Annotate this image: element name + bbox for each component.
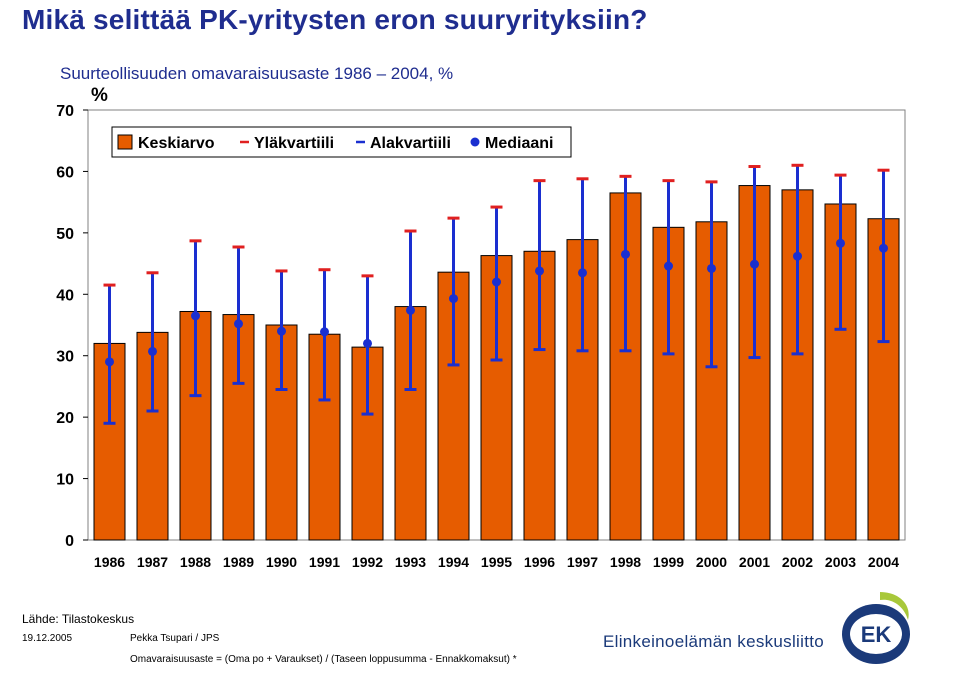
- ek-logo: EK: [842, 592, 910, 664]
- x-tick-label: 1990: [266, 554, 297, 570]
- x-tick-label: 1989: [223, 554, 254, 570]
- x-tick-label: 1986: [94, 554, 125, 570]
- formula-note: Omavaraisuusaste = (Oma po + Varaukset) …: [130, 654, 517, 665]
- median-point: [707, 263, 716, 273]
- median-point: [793, 251, 802, 261]
- y-axis-label: %: [91, 85, 108, 106]
- x-tick-label: 2002: [782, 554, 813, 570]
- median-point: [363, 338, 372, 348]
- legend-label: Keskiarvo: [138, 135, 215, 152]
- y-tick-label: 30: [56, 349, 74, 366]
- median-point: [492, 277, 501, 287]
- median-point: [578, 268, 587, 278]
- chart: 0 10 20 30 40 50 60 70% 1986 1987 1988 1989 1990 1991…: [56, 85, 906, 570]
- median-point: [664, 261, 673, 271]
- median-point: [406, 305, 415, 315]
- y-tick-label: 0: [65, 533, 74, 550]
- median-point: [836, 238, 845, 248]
- median-point: [191, 311, 200, 321]
- y-tick-label: 60: [56, 164, 74, 181]
- source-note: Lähde: Tilastokeskus: [22, 612, 135, 626]
- median-point: [320, 327, 329, 337]
- legend-box: [111, 126, 572, 158]
- median-point: [535, 266, 544, 276]
- x-tick-label: 2004: [868, 554, 899, 570]
- median-point: [234, 319, 243, 329]
- y-tick-label: 50: [56, 226, 74, 243]
- x-tick-label: 1996: [524, 554, 555, 570]
- x-tick-label: 2001: [739, 554, 770, 570]
- y-tick-label: 10: [56, 472, 74, 489]
- y-tick-label: 40: [56, 287, 74, 304]
- y-tick-label: 20: [56, 410, 74, 427]
- x-tick-label: 1999: [653, 554, 684, 570]
- x-tick-label: 1994: [438, 554, 469, 570]
- x-tick-label: 2000: [696, 554, 727, 570]
- x-tick-label: 2003: [825, 554, 856, 570]
- median-point: [879, 243, 888, 253]
- y-tick-label: 70: [56, 103, 74, 120]
- median-point: [105, 357, 114, 367]
- chart-subtitle: Suurteollisuuden omavaraisuusaste 1986 –…: [60, 64, 454, 83]
- x-tick-label: 1992: [352, 554, 383, 570]
- x-tick-label: 1993: [395, 554, 426, 570]
- median-point: [148, 346, 157, 356]
- x-tick-label: 1991: [309, 554, 340, 570]
- author-note: Pekka Tsupari / JPS: [130, 633, 220, 644]
- median-point: [621, 249, 630, 259]
- legend-label: Yläkvartiili: [254, 135, 334, 152]
- legend-label: Alakvartiili: [370, 135, 451, 152]
- x-tick-label: 1997: [567, 554, 598, 570]
- date-note: 19.12.2005: [22, 633, 73, 644]
- logo-inner: [850, 614, 902, 654]
- x-tick-label: 1988: [180, 554, 211, 570]
- median-point: [449, 294, 458, 304]
- x-tick-label: 1998: [610, 554, 641, 570]
- legend-label: Mediaani: [485, 135, 553, 152]
- page-title: Mikä selittää PK-yritysten eron suuryrit…: [22, 4, 648, 35]
- median-point: [277, 326, 286, 336]
- plot-area: 0 10 20 30 40 50 60 70% 1986 1987 1988 1989 1990 1991…: [56, 85, 906, 570]
- x-tick-label: 1995: [481, 554, 512, 570]
- median-point: [750, 259, 759, 269]
- x-tick-label: 1987: [137, 554, 168, 570]
- legend-swatch-mediaani: [470, 137, 480, 147]
- logo-text: EK: [861, 622, 892, 647]
- organization-name: Elinkeinoelämän keskusliitto: [603, 632, 825, 651]
- legend-swatch-keskiarvo: [117, 134, 133, 150]
- logo-accent-swoosh: [880, 592, 909, 620]
- legend: Keskiarvo Yläkvartiili Alakvartiili Mediaan…: [111, 126, 572, 158]
